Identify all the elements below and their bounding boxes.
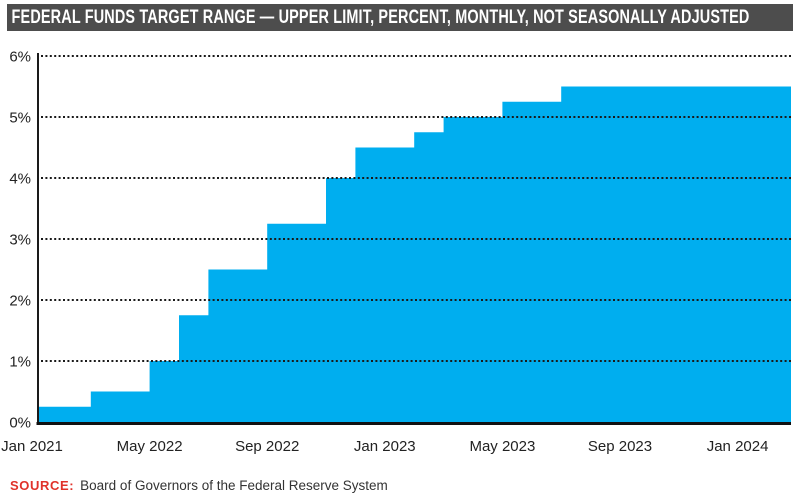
x-tick-label: Sep 2022 <box>235 438 299 455</box>
x-tick-label: Jan 2023 <box>354 438 416 455</box>
x-tick-label: Jan 2021 <box>1 438 63 455</box>
y-tick-label: 0% <box>9 415 31 432</box>
chart-title: FEDERAL FUNDS TARGET RANGE — UPPER LIMIT… <box>11 6 750 28</box>
x-tick-label: Sep 2023 <box>588 438 652 455</box>
x-tick-label: May 2023 <box>469 438 535 455</box>
x-tick-label: Jan 2024 <box>707 438 769 455</box>
y-tick-label: 4% <box>9 171 31 188</box>
source-text: Board of Governors of the Federal Reserv… <box>80 478 388 493</box>
y-tick-label: 5% <box>9 110 31 127</box>
y-tick-label: 6% <box>9 49 31 66</box>
source-line: SOURCE: Board of Governors of the Federa… <box>10 478 388 493</box>
area-chart: 0% 1% 2% 3% 4% 5% 6% Jan 2021 May 2022 Sep 2022 Ja… <box>1 49 791 455</box>
y-tick-label: 3% <box>9 232 31 249</box>
area-series <box>37 86 791 422</box>
y-tick-label: 1% <box>9 354 31 371</box>
y-tick-label: 2% <box>9 293 31 310</box>
chart-title-bar: FEDERAL FUNDS TARGET RANGE — UPPER LIMIT… <box>7 4 793 31</box>
source-label: SOURCE: <box>10 478 75 493</box>
x-tick-label: May 2022 <box>117 438 183 455</box>
